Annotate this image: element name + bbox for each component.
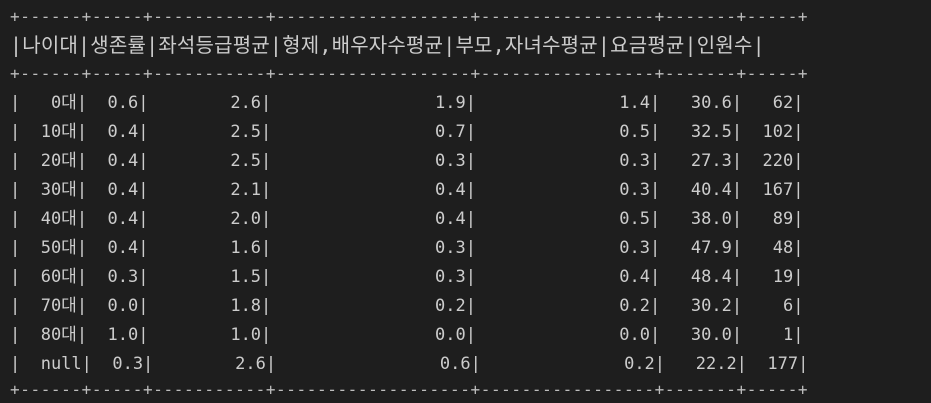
table-row: | 70대| 0.0| 1.8| 0.2| 0.2| 30.2| 6|	[10, 296, 804, 316]
table-row: | 60대| 0.3| 1.5| 0.3| 0.4| 48.4| 19|	[10, 267, 804, 287]
table-row: | 40대| 0.4| 2.0| 0.4| 0.5| 38.0| 89|	[10, 209, 804, 229]
table-row: | null| 0.3| 2.6| 0.6| 0.2| 22.2| 177|	[10, 354, 809, 374]
table-row: | 30대| 0.4| 2.1| 0.4| 0.3| 40.4| 167|	[10, 180, 804, 200]
table-header-border: +------+-----+-----------+--------------…	[10, 64, 809, 83]
table-row: | 10대| 0.4| 2.5| 0.7| 0.5| 32.5| 102|	[10, 122, 804, 142]
table-row: | 80대| 1.0| 1.0| 0.0| 0.0| 30.0| 1|	[10, 325, 804, 345]
table-bottom-border: +------+-----+-----------+--------------…	[10, 380, 809, 399]
table-top-border: +------+-----+-----------+--------------…	[10, 7, 809, 26]
table-row: | 20대| 0.4| 2.5| 0.3| 0.3| 27.3| 220|	[10, 151, 804, 171]
table-row: | 0대| 0.6| 2.6| 1.9| 1.4| 30.6| 62|	[10, 93, 804, 113]
table-header: |나이대|생존률|좌석등급평균|형제,배우자수평균|부모,자녀수평균|요금평균|…	[10, 33, 765, 57]
table-row: | 50대| 0.4| 1.6| 0.3| 0.3| 47.9| 48|	[10, 238, 804, 258]
